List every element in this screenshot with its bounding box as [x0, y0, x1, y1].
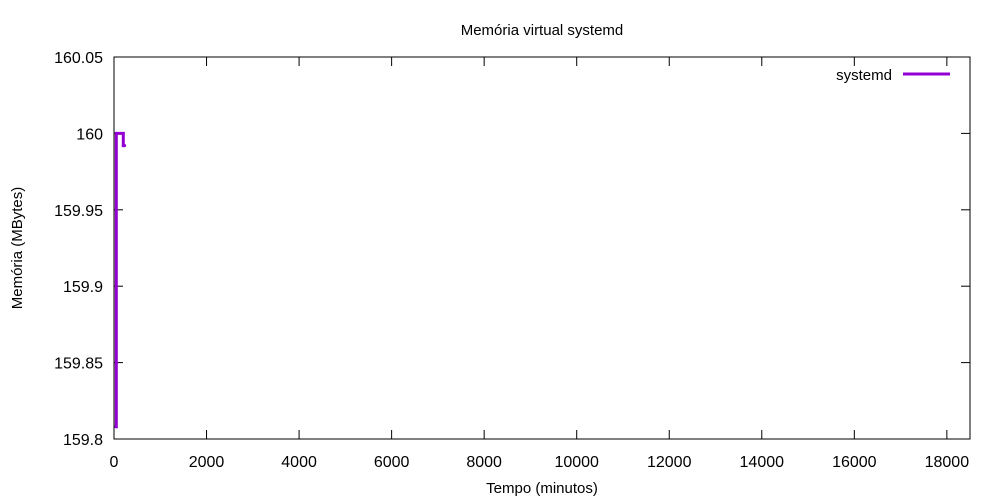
x-tick-label: 6000 — [374, 454, 410, 471]
y-tick-label: 159.8 — [63, 432, 103, 449]
data-point — [121, 131, 125, 135]
x-tick-label: 0 — [110, 454, 119, 471]
x-tick-label: 18000 — [925, 454, 970, 471]
x-tick-label: 2000 — [189, 454, 225, 471]
x-tick-label: 4000 — [281, 454, 317, 471]
x-tick-label: 10000 — [554, 454, 599, 471]
data-point — [123, 144, 127, 148]
x-tick-label: 14000 — [740, 454, 785, 471]
data-point — [114, 425, 118, 429]
series-line-systemd — [114, 131, 125, 429]
y-tick-label: 160.05 — [54, 50, 103, 67]
y-axis-label: Memória (MBytes) — [9, 187, 26, 310]
y-tick-label: 159.85 — [54, 356, 103, 373]
plot-frame — [113, 56, 971, 440]
tick-group: 0 2000 4000 6000 8000 10000 12000 14000 16000 180… — [54, 50, 970, 471]
x-tick-label: 16000 — [832, 454, 877, 471]
chart-title: Memória virtual systemd — [461, 22, 624, 39]
y-tick-label: 160 — [76, 126, 103, 143]
legend-label: systemd — [836, 67, 892, 84]
x-axis-label: Tempo (minutos) — [486, 480, 598, 497]
series-group — [114, 131, 127, 429]
y-tick-label: 159.95 — [54, 203, 103, 220]
legend: systemd — [836, 67, 950, 84]
x-tick-label: 12000 — [647, 454, 692, 471]
y-tick-label: 159.9 — [63, 279, 103, 296]
data-point — [114, 131, 118, 135]
x-tick-label: 8000 — [466, 454, 502, 471]
